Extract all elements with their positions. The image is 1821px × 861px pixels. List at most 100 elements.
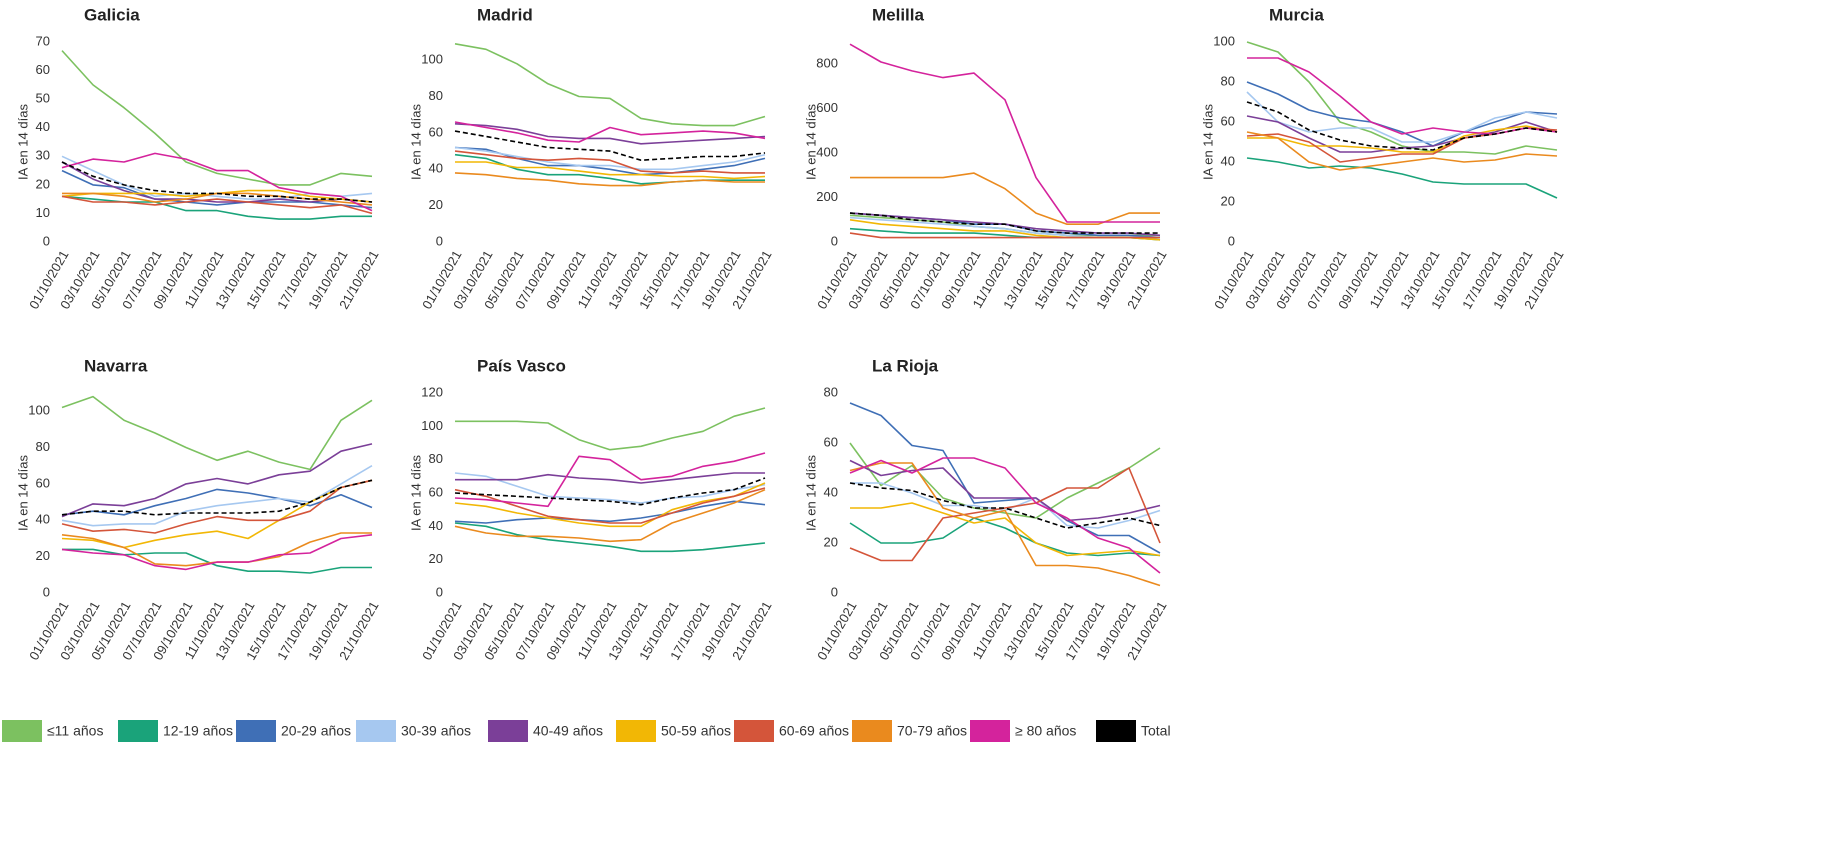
legend-label: 50-59 años (661, 723, 731, 739)
y-tick-label: 0 (436, 584, 443, 599)
series-line (61, 443, 373, 518)
series-line (454, 123, 766, 145)
legend-label: 12-19 años (163, 723, 233, 739)
legend-swatch (356, 720, 396, 742)
y-tick-label: 800 (816, 56, 838, 71)
series-line (61, 534, 373, 571)
legend-label: 30-39 años (401, 723, 471, 739)
y-axis-label: IA en 14 días (803, 455, 818, 531)
series-line (61, 479, 373, 534)
legend-item: 60-69 años (734, 720, 849, 742)
y-tick-label: 80 (824, 384, 838, 399)
series-line (454, 472, 766, 504)
y-tick-label: 60 (824, 434, 838, 449)
series-line (849, 442, 1161, 519)
series-line (850, 172, 1160, 225)
y-axis-label: IA en 14 días (803, 104, 818, 180)
legend-item: 20-29 años (236, 720, 351, 742)
panel-title: Madrid (477, 5, 533, 24)
legend-label: 60-69 años (779, 723, 849, 739)
series-line (62, 192, 373, 206)
legend-label: 40-49 años (533, 723, 603, 739)
series-line (61, 479, 373, 516)
y-tick-label: 60 (36, 475, 50, 490)
y-tick-label: 0 (831, 584, 838, 599)
series-line (454, 452, 766, 508)
series-line (849, 462, 1161, 587)
series-line (1246, 131, 1558, 171)
y-tick-label: 70 (36, 33, 50, 48)
series-line (61, 465, 373, 527)
y-tick-label: 600 (816, 100, 838, 115)
y-tick-label: 120 (421, 384, 443, 399)
y-tick-label: 20 (429, 197, 443, 212)
series-line (454, 121, 766, 143)
y-tick-label: 0 (436, 233, 443, 248)
legend-item: ≤11 años (2, 720, 103, 742)
y-axis-label: IA en 14 días (408, 455, 423, 531)
y-axis-label: IA en 14 días (15, 455, 30, 531)
series-line (61, 532, 372, 567)
y-tick-label: 60 (429, 124, 443, 139)
y-tick-label: 0 (43, 233, 50, 248)
series-line (849, 43, 1160, 223)
legend-item: 40-49 años (488, 720, 603, 742)
y-axis-label: IA en 14 días (1200, 104, 1215, 180)
legend-label: 70-79 años (897, 723, 967, 739)
y-tick-label: 200 (816, 189, 838, 204)
legend-item: ≥ 80 años (970, 720, 1076, 742)
legend-item: 12-19 años (118, 720, 233, 742)
y-tick-label: 50 (36, 91, 50, 106)
series-line (61, 395, 373, 471)
series-line (454, 488, 766, 543)
series-line (454, 500, 766, 524)
panel-title: Melilla (872, 5, 925, 24)
y-tick-label: 40 (824, 484, 838, 499)
y-tick-label: 40 (1221, 153, 1235, 168)
panel-title: País Vasco (477, 356, 566, 375)
legend-item: Total (1096, 720, 1171, 742)
y-tick-label: 100 (28, 403, 50, 418)
legend-swatch (1096, 720, 1136, 742)
series-line (849, 517, 1161, 557)
series-line (454, 172, 765, 187)
series-line (61, 152, 373, 212)
y-tick-label: 30 (36, 148, 50, 163)
series-line (1247, 57, 1558, 135)
series-line (454, 146, 766, 171)
legend-item: 50-59 años (616, 720, 731, 742)
series-line (61, 161, 373, 203)
y-tick-label: 60 (36, 62, 50, 77)
y-tick-label: 20 (429, 551, 443, 566)
legend-swatch (852, 720, 892, 742)
series-line (61, 195, 372, 220)
y-tick-label: 100 (421, 52, 443, 67)
series-line (1246, 41, 1558, 155)
y-tick-label: 40 (429, 518, 443, 533)
series-line (454, 477, 766, 506)
legend-label: 20-29 años (281, 723, 351, 739)
y-tick-label: 40 (36, 512, 50, 527)
y-tick-label: 20 (824, 534, 838, 549)
series-line (1247, 125, 1558, 153)
series-line (455, 161, 766, 180)
series-line (454, 487, 766, 524)
y-tick-label: 20 (36, 548, 50, 563)
panel-title: Murcia (1269, 5, 1324, 24)
legend-label: Total (1141, 723, 1171, 739)
series-line (849, 457, 1161, 574)
panel-title: La Rioja (872, 356, 939, 375)
legend-swatch (118, 720, 158, 742)
series-line (1246, 81, 1558, 147)
series-line (849, 212, 1160, 234)
y-tick-label: 20 (1221, 193, 1235, 208)
legend-label: ≤11 años (47, 723, 103, 739)
y-tick-label: 0 (43, 584, 50, 599)
series-line (454, 130, 766, 161)
series-line (62, 548, 372, 574)
